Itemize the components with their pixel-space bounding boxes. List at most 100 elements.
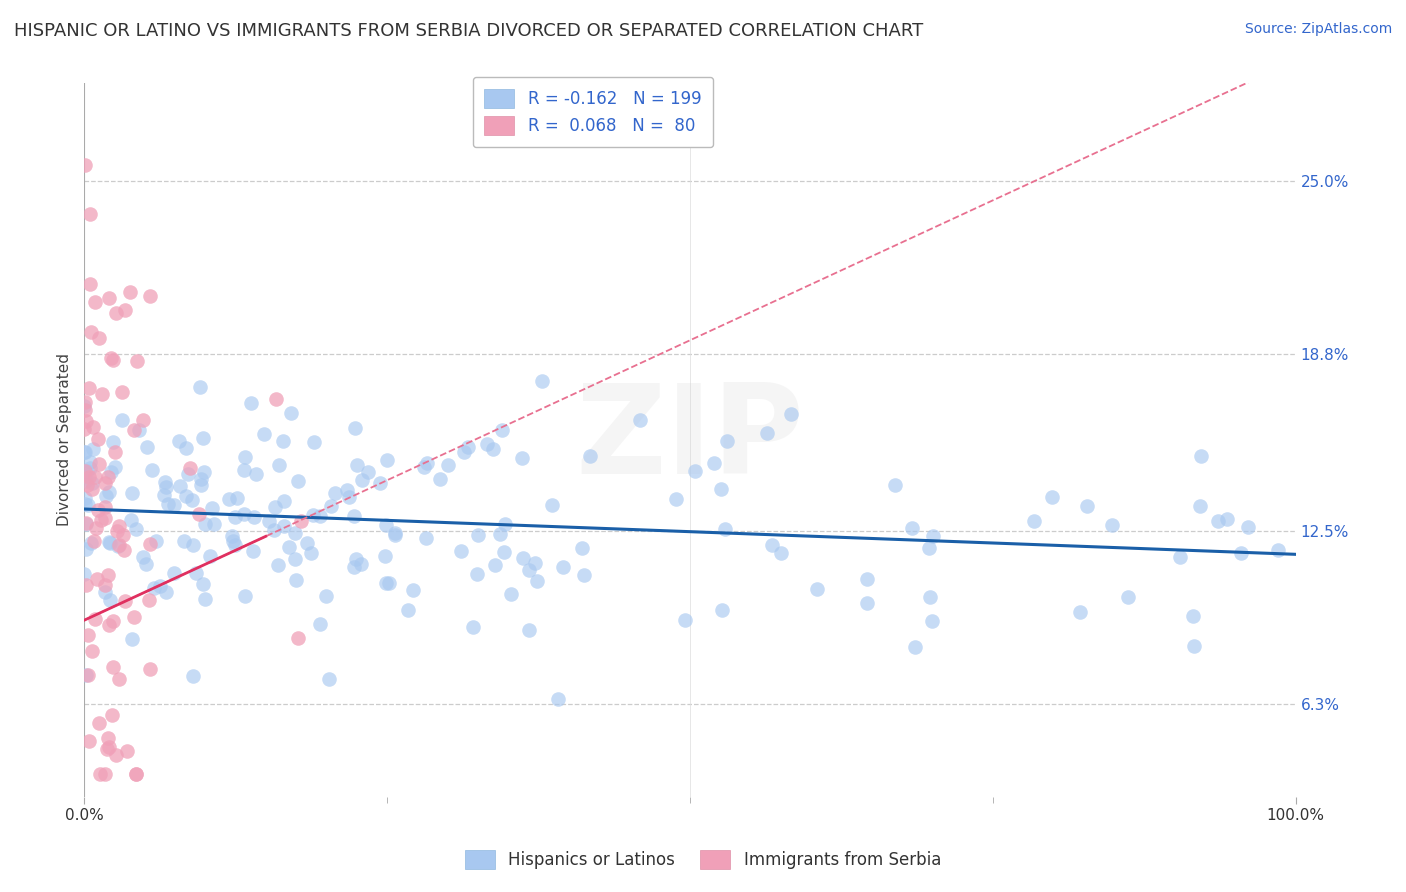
Point — [297, 535, 319, 549]
Point — [664, 491, 686, 506]
Point — [190, 478, 212, 492]
Point — [79, 277, 101, 291]
Point — [541, 498, 564, 512]
Point — [921, 529, 943, 543]
Point — [221, 529, 243, 543]
Point — [84, 612, 107, 626]
Point — [111, 412, 134, 426]
Point — [710, 482, 733, 496]
Point — [510, 450, 533, 465]
Point — [309, 509, 332, 524]
Point — [138, 289, 160, 303]
Point — [94, 578, 117, 592]
Point — [115, 744, 138, 758]
Point — [901, 521, 924, 535]
Point — [201, 500, 224, 515]
Point — [710, 603, 733, 617]
Point — [79, 454, 101, 468]
Point — [108, 518, 131, 533]
Point — [302, 435, 325, 450]
Point — [1216, 512, 1239, 526]
Point — [547, 691, 569, 706]
Point — [80, 325, 103, 339]
Point — [94, 584, 117, 599]
Point — [287, 631, 309, 645]
Point — [921, 615, 943, 629]
Point — [273, 519, 295, 533]
Point — [105, 748, 128, 763]
Point — [484, 558, 506, 573]
Point — [97, 740, 120, 755]
Point — [344, 552, 367, 566]
Point — [323, 486, 346, 500]
Point — [153, 488, 176, 502]
Point — [703, 456, 725, 470]
Point — [75, 667, 97, 681]
Point — [82, 420, 104, 434]
Point — [243, 510, 266, 524]
Point — [112, 542, 135, 557]
Point — [77, 469, 100, 483]
Point — [375, 518, 398, 533]
Point — [75, 577, 97, 591]
Point — [138, 593, 160, 607]
Point — [190, 380, 212, 394]
Point — [114, 594, 136, 608]
Point — [98, 535, 121, 549]
Point — [142, 581, 165, 595]
Point — [86, 572, 108, 586]
Point — [321, 499, 343, 513]
Point — [101, 614, 124, 628]
Point — [1069, 605, 1091, 619]
Point — [1267, 543, 1289, 558]
Point — [224, 509, 246, 524]
Point — [284, 526, 307, 541]
Point — [318, 672, 340, 686]
Point — [1230, 546, 1253, 560]
Point — [1101, 517, 1123, 532]
Point — [125, 522, 148, 536]
Point — [100, 465, 122, 479]
Point — [714, 523, 737, 537]
Point — [121, 485, 143, 500]
Point — [73, 445, 96, 459]
Point — [128, 423, 150, 437]
Point — [280, 407, 302, 421]
Point — [97, 470, 120, 484]
Point — [75, 542, 97, 557]
Point — [180, 493, 202, 508]
Point — [224, 538, 246, 552]
Point — [578, 449, 600, 463]
Point — [76, 464, 98, 478]
Point — [73, 399, 96, 413]
Point — [475, 436, 498, 450]
Point — [1116, 591, 1139, 605]
Point — [218, 492, 240, 507]
Point — [90, 387, 112, 401]
Point — [285, 573, 308, 587]
Point — [396, 603, 419, 617]
Point — [482, 442, 505, 456]
Point — [97, 291, 120, 305]
Point — [370, 476, 392, 491]
Point — [135, 557, 157, 571]
Point — [101, 660, 124, 674]
Point — [132, 549, 155, 564]
Point — [526, 574, 548, 588]
Point — [77, 733, 100, 747]
Point — [287, 474, 309, 488]
Point — [79, 207, 101, 221]
Point — [167, 434, 190, 448]
Point — [75, 516, 97, 530]
Point — [176, 442, 198, 456]
Point — [384, 528, 406, 542]
Point — [517, 563, 540, 577]
Point — [87, 432, 110, 446]
Point — [1076, 499, 1098, 513]
Point — [157, 497, 180, 511]
Point — [1024, 514, 1046, 528]
Point — [188, 507, 211, 521]
Point — [193, 431, 215, 445]
Point — [108, 538, 131, 552]
Point — [375, 576, 398, 591]
